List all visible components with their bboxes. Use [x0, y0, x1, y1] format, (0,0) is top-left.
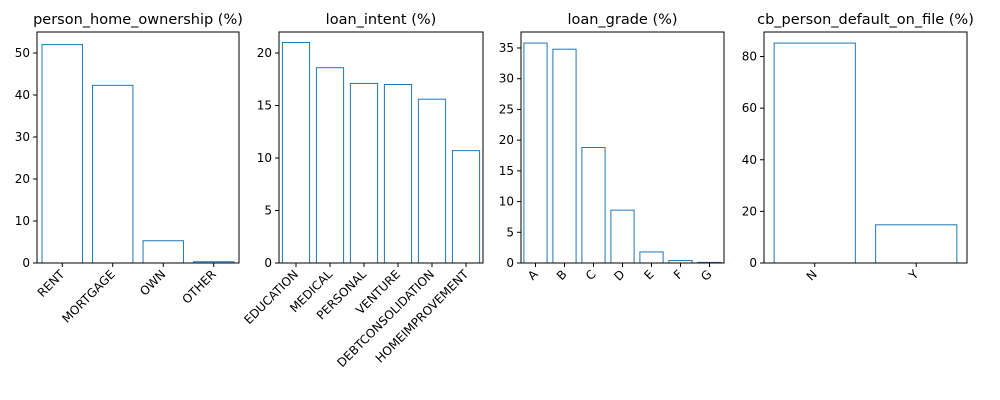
y-tick-label: 10	[499, 195, 514, 209]
bar-debtconsolidation	[417, 98, 447, 264]
x-tick-label: F	[671, 267, 686, 282]
y-tick-label: 30	[499, 72, 514, 86]
y-tick-label: 5	[264, 204, 272, 218]
x-tick-label: MORTGAGE	[59, 267, 118, 326]
bar-n	[773, 42, 856, 264]
y-tick-label: 40	[15, 88, 30, 102]
chart-title: cb_person_default_on_file (%)	[757, 12, 974, 28]
axes-frame	[36, 31, 240, 264]
bar-y	[875, 224, 958, 264]
bar-own	[142, 240, 184, 264]
chart-panel-2: 05101520EDUCATIONMEDICALPERSONALVENTURED…	[241, 12, 484, 370]
y-tick-label: 60	[742, 101, 757, 115]
y-tick-label: 20	[742, 204, 757, 218]
bar-venture	[383, 84, 413, 264]
y-tick-label: 10	[257, 151, 272, 165]
x-tick-label: Y	[906, 267, 922, 283]
x-tick-label: C	[583, 267, 599, 283]
bar-rent	[41, 44, 83, 264]
bar-a	[523, 42, 548, 264]
bar-homeimprovement	[451, 150, 481, 264]
y-tick-label: 30	[15, 130, 30, 144]
y-tick-label: 0	[264, 256, 272, 270]
y-tick-label: 15	[257, 99, 272, 113]
x-tick-label: G	[698, 267, 714, 283]
y-tick-label: 80	[742, 50, 757, 64]
y-tick-label: 20	[15, 172, 30, 186]
axes-frame	[520, 31, 725, 264]
bar-c	[581, 147, 606, 264]
y-tick-label: 35	[499, 41, 514, 55]
bar-personal	[349, 82, 379, 264]
bar-mortgage	[92, 84, 134, 264]
chart-title: person_home_ownership (%)	[33, 12, 243, 28]
chart-panel-4: 0 20 40 60 80 N Ycb_person_default_on_file (%)	[742, 12, 974, 283]
y-tick-label: 25	[499, 102, 514, 116]
chart-title: loan_grade (%)	[567, 12, 677, 28]
axes-frame	[278, 31, 484, 264]
y-tick-label: 0	[749, 256, 757, 270]
bar-d	[610, 209, 635, 264]
y-tick-label: 0	[506, 256, 514, 270]
y-tick-label: 15	[499, 164, 514, 178]
y-tick-label: 5	[506, 225, 514, 239]
x-tick-label: A	[525, 267, 541, 283]
x-tick-label: E	[641, 267, 656, 282]
y-tick-label: 40	[742, 153, 757, 167]
y-tick-label: 20	[499, 133, 514, 147]
x-tick-label: OWN	[137, 267, 168, 298]
bar-education	[281, 42, 311, 264]
y-tick-label: 0	[22, 256, 30, 270]
chart-title: loan_intent (%)	[326, 12, 437, 28]
y-tick-label: 10	[15, 214, 30, 228]
x-tick-label: OTHER	[179, 267, 218, 306]
x-tick-label: N	[804, 267, 820, 283]
axes-frame	[763, 31, 968, 264]
x-tick-label: EDUCATION	[241, 267, 301, 327]
x-tick-label: B	[554, 267, 570, 283]
bar-medical	[315, 67, 345, 264]
y-tick-label: 50	[15, 46, 30, 60]
bar-e	[639, 251, 664, 264]
x-tick-label: D	[611, 267, 627, 283]
x-tick-label: RENT	[35, 267, 68, 300]
y-tick-label: 20	[257, 46, 272, 60]
bar-b	[552, 48, 577, 264]
